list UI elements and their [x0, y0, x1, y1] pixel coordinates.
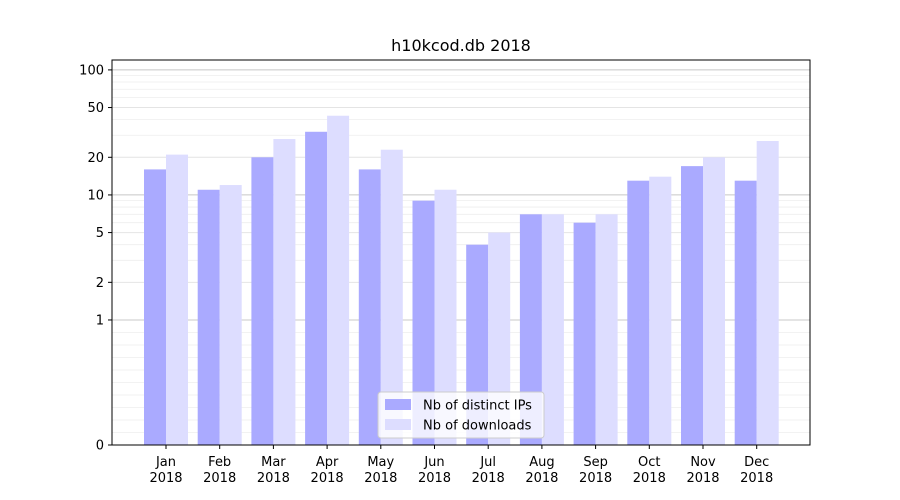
y-tick-label: 1: [96, 313, 104, 328]
bar-downloads: [756, 140, 779, 445]
x-tick-label-month: Oct: [638, 455, 660, 470]
legend-swatch: [385, 399, 411, 410]
legend-label: Nb of distinct IPs: [423, 399, 532, 414]
x-tick-label-month: Jan: [155, 455, 176, 470]
x-tick-label-year: 2018: [257, 471, 290, 486]
bar-downloads: [541, 214, 564, 445]
y-tick-label: 100: [79, 63, 104, 78]
bar-distinct-ips: [251, 157, 274, 445]
y-tick-label: 0: [96, 439, 104, 454]
bar-downloads: [166, 154, 188, 446]
bar-distinct-ips: [681, 166, 703, 445]
x-tick-label-year: 2018: [472, 471, 505, 486]
x-tick-label-year: 2018: [633, 471, 666, 486]
bar-distinct-ips: [734, 180, 757, 445]
x-tick-label-year: 2018: [418, 471, 451, 486]
y-tick-label: 2: [96, 276, 104, 291]
chart-title: h10kcod.db 2018: [391, 36, 531, 55]
bar-downloads: [327, 115, 350, 445]
y-tick-label: 50: [87, 101, 104, 116]
x-tick-label-year: 2018: [740, 471, 773, 486]
bar-distinct-ips: [412, 200, 435, 445]
bar-distinct-ips: [358, 169, 381, 445]
bar-distinct-ips: [627, 180, 650, 445]
bar-downloads: [595, 214, 618, 445]
y-tick-label: 20: [87, 151, 104, 166]
bar-downloads: [273, 139, 296, 445]
x-tick-label-year: 2018: [149, 471, 182, 486]
legend-box: [377, 391, 545, 439]
bar-downloads: [219, 185, 242, 445]
x-tick-label-year: 2018: [686, 471, 719, 486]
y-axis: 0 1 2 5 10 20 50 100: [79, 63, 112, 454]
bar-downloads: [380, 149, 403, 446]
legend-label: Nb of downloads: [423, 419, 532, 434]
x-tick-label-month: Aug: [529, 455, 554, 470]
y-tick-label: 10: [87, 188, 104, 203]
x-tick-label-year: 2018: [579, 471, 612, 486]
bar-downloads: [649, 176, 672, 445]
x-tick-label-year: 2018: [525, 471, 558, 486]
x-tick-label-year: 2018: [311, 471, 344, 486]
bar-distinct-ips: [144, 169, 166, 445]
x-tick-label-month: Apr: [316, 455, 339, 470]
x-tick-label-month: Mar: [261, 455, 286, 470]
x-tick-label-month: Feb: [208, 455, 231, 470]
bar-distinct-ips: [305, 131, 328, 445]
x-tick-label-year: 2018: [364, 471, 397, 486]
x-tick-label-month: Jul: [479, 455, 496, 470]
x-tick-label-month: Jun: [423, 455, 444, 470]
legend: Nb of distinct IPs Nb of downloads: [377, 391, 545, 439]
legend-swatch: [385, 419, 411, 430]
x-tick-label-month: Nov: [690, 455, 716, 470]
y-tick-label: 5: [96, 226, 104, 241]
bar-distinct-ips: [573, 222, 596, 445]
plot-frame: [111, 59, 811, 446]
x-tick-label-year: 2018: [203, 471, 236, 486]
bar-distinct-ips: [519, 214, 542, 445]
bars: [144, 115, 779, 446]
bar-downloads: [703, 157, 725, 445]
x-axis: Jan2018Feb2018Mar2018Apr2018May2018Jun20…: [149, 445, 773, 486]
bar-downloads: [434, 189, 457, 445]
x-tick-label-month: Sep: [583, 455, 608, 470]
bar-distinct-ips: [197, 189, 220, 445]
x-tick-label-month: May: [367, 455, 394, 470]
x-tick-label-month: Dec: [744, 455, 769, 470]
